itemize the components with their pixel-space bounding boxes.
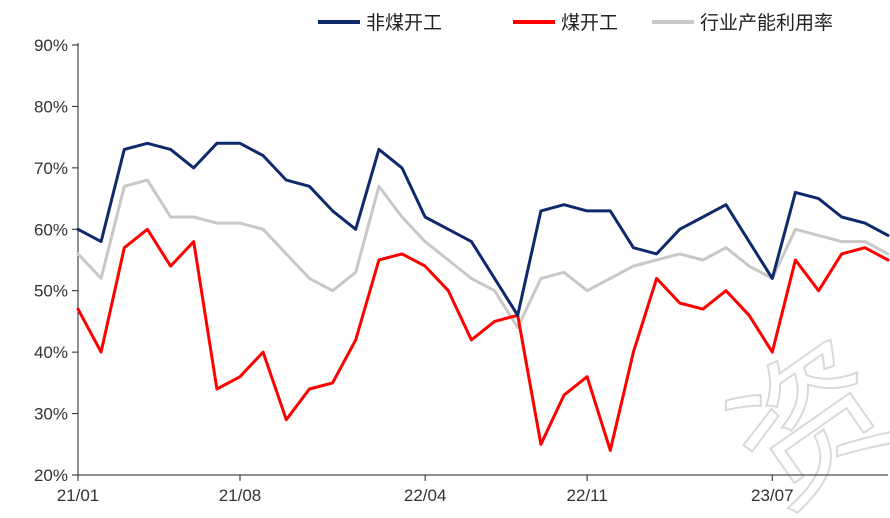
series-line-2 bbox=[76, 227, 890, 452]
y-tick-label: 40% bbox=[34, 343, 68, 362]
legend: 非煤开工 煤开工 行业产能利用率 bbox=[318, 12, 833, 34]
series-line-3 bbox=[76, 178, 890, 330]
y-tick-label: 50% bbox=[34, 282, 68, 301]
series-layer bbox=[76, 141, 890, 452]
y-tick-label: 60% bbox=[34, 220, 68, 239]
y-axis: 20% 30% 40% 50% 60% 70% 80% 90% bbox=[34, 36, 79, 485]
series-line-1 bbox=[76, 141, 890, 317]
y-tick-label: 70% bbox=[34, 159, 68, 178]
x-tick-label: 22/04 bbox=[404, 486, 447, 505]
watermark: 资 bbox=[701, 311, 890, 518]
y-tick-label: 30% bbox=[34, 405, 68, 424]
x-tick-label: 22/11 bbox=[567, 486, 608, 505]
y-tick-label: 80% bbox=[34, 97, 68, 116]
legend-label-2: 煤开工 bbox=[561, 12, 618, 34]
legend-label-3: 行业产能利用率 bbox=[700, 12, 833, 34]
x-tick-label: 23/07 bbox=[751, 486, 794, 505]
legend-label-1: 非煤开工 bbox=[366, 12, 442, 34]
x-tick-label: 21/08 bbox=[219, 486, 262, 505]
y-tick-label: 20% bbox=[34, 466, 68, 485]
x-tick-label: 21/01 bbox=[57, 486, 100, 505]
x-axis: 21/01 21/08 22/04 22/11 23/07 bbox=[57, 474, 888, 505]
y-tick-label: 90% bbox=[34, 36, 68, 55]
